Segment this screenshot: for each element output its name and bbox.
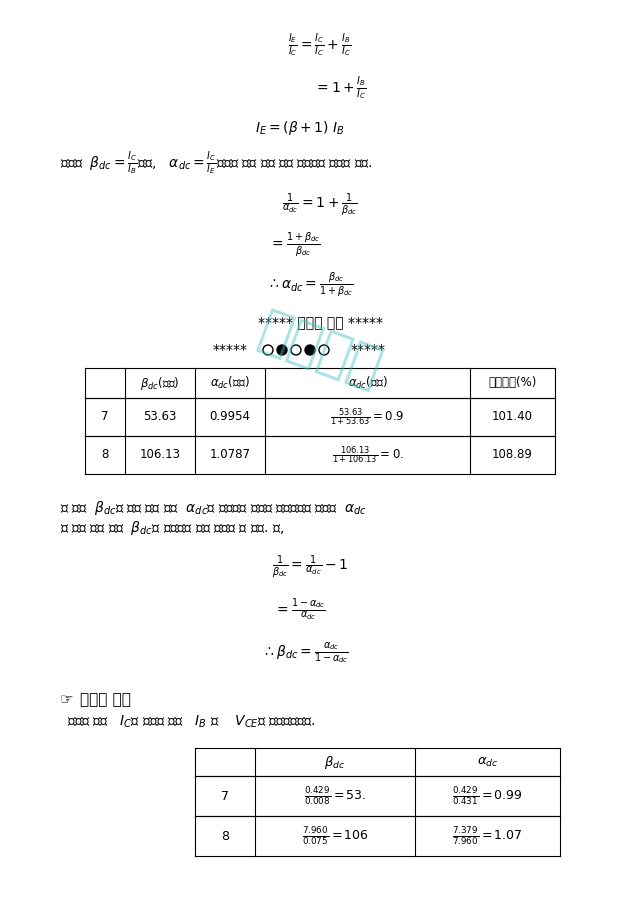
Text: 101.40: 101.40 <box>492 411 533 424</box>
Text: $\frac{7.960}{0.075} = 106$: $\frac{7.960}{0.075} = 106$ <box>301 825 369 847</box>
Text: 콜렉터 전류   $I_C$와 베이스 전류   $I_B$ 및    $V_{CE}$의 관계곡선이다.: 콜렉터 전류 $I_C$와 베이스 전류 $I_B$ 및 $V_{CE}$의 관… <box>67 714 316 730</box>
Text: 7: 7 <box>221 789 229 803</box>
Text: $= 1 + \frac{I_B}{I_C}$: $= 1 + \frac{I_B}{I_C}$ <box>314 74 366 102</box>
Text: ☞: ☞ <box>60 692 74 708</box>
Text: $= \frac{1 + \beta_{dc}}{\beta_{dc}}$: $= \frac{1 + \beta_{dc}}{\beta_{dc}}$ <box>269 231 321 259</box>
Text: 53.63: 53.63 <box>143 411 177 424</box>
Text: $\beta_{dc}$: $\beta_{dc}$ <box>324 754 346 770</box>
Text: $\frac{0.429}{0.008} = 53.$: $\frac{0.429}{0.008} = 53.$ <box>304 785 366 807</box>
Text: 미리보기: 미리보기 <box>252 304 388 396</box>
Text: *****: ***** <box>212 343 248 357</box>
Text: 7: 7 <box>101 411 109 424</box>
Text: $\frac{1}{\beta_{dc}} = \frac{1}{\alpha_{dc}} - 1$: $\frac{1}{\beta_{dc}} = \frac{1}{\alpha_… <box>272 554 348 580</box>
Text: $= \frac{1 - \alpha_{dc}}{\alpha_{dc}}$: $= \frac{1 - \alpha_{dc}}{\alpha_{dc}}$ <box>274 597 326 624</box>
Text: $\alpha_{dc}$: $\alpha_{dc}$ <box>477 756 499 768</box>
Circle shape <box>305 345 315 355</box>
Text: $\frac{1}{\alpha_{dc}} = 1 + \frac{1}{\beta_{dc}}$: $\frac{1}{\alpha_{dc}} = 1 + \frac{1}{\b… <box>282 192 358 218</box>
Text: $\beta_{dc}$(실험): $\beta_{dc}$(실험) <box>140 375 180 392</box>
Text: 여기서  $\beta_{dc} = \frac{I_C}{I_B}$이고,   $\alpha_{dc} = \frac{I_C}{I_E}$이므로 위의 식: 여기서 $\beta_{dc} = \frac{I_C}{I_B}$이고, $\… <box>60 149 372 176</box>
Text: $\frac{53.63}{1 + 53.63} = 0.9$: $\frac{53.63}{1 + 53.63} = 0.9$ <box>330 406 405 428</box>
Text: $\alpha_{dc}$(실험): $\alpha_{dc}$(실험) <box>210 375 250 391</box>
Text: ***** 실험값 대입 *****: ***** 실험값 대입 ***** <box>257 315 383 329</box>
Circle shape <box>319 345 329 355</box>
Text: $I_E = (\beta+1) \ I_B$: $I_E = (\beta+1) \ I_B$ <box>255 119 345 137</box>
Text: $\frac{I_E}{I_C} = \frac{I_C}{I_C} + \frac{I_B}{I_C}$: $\frac{I_E}{I_C} = \frac{I_C}{I_C} + \fr… <box>289 31 351 59</box>
Circle shape <box>277 345 287 355</box>
Text: 0.9954: 0.9954 <box>209 411 250 424</box>
Text: 106.13: 106.13 <box>140 449 180 462</box>
Text: 를 알고 있는 경우  $\beta_{dc}$를 계산하는 식을 유도할 수 있다. 즉,: 를 알고 있는 경우 $\beta_{dc}$를 계산하는 식을 유도할 수 있… <box>60 519 285 537</box>
Text: 상대오차(%): 상대오차(%) <box>488 376 537 389</box>
Text: 이 식은  $\beta_{dc}$를 알고 있는 경우  $\alpha_{dc}$를 계산하는 간단히 수식정리에 의하여  $\alpha_{dc}$: 이 식은 $\beta_{dc}$를 알고 있는 경우 $\alpha_{dc}… <box>60 499 367 517</box>
Text: 108.89: 108.89 <box>492 449 533 462</box>
Circle shape <box>291 345 301 355</box>
Text: $\alpha_{dc}$(공식): $\alpha_{dc}$(공식) <box>348 375 387 391</box>
Text: 콜렉터 곡선: 콜렉터 곡선 <box>80 692 131 708</box>
Text: $\frac{0.429}{0.431} = 0.99$: $\frac{0.429}{0.431} = 0.99$ <box>452 785 523 807</box>
Text: 1.0787: 1.0787 <box>209 449 250 462</box>
Text: *****: ***** <box>351 343 385 357</box>
Text: $\therefore \alpha_{dc} = \frac{\beta_{dc}}{1 + \beta_{dc}}$: $\therefore \alpha_{dc} = \frac{\beta_{d… <box>266 271 353 300</box>
Text: $\frac{7.379}{7.960} = 1.07$: $\frac{7.379}{7.960} = 1.07$ <box>452 825 523 847</box>
Circle shape <box>263 345 273 355</box>
Text: $\frac{106.13}{1 + 106.13} = 0.$: $\frac{106.13}{1 + 106.13} = 0.$ <box>332 444 403 466</box>
Text: $\therefore \beta_{dc} = \frac{\alpha_{dc}}{1 - \alpha_{dc}}$: $\therefore \beta_{dc} = \frac{\alpha_{d… <box>262 641 348 665</box>
Text: 8: 8 <box>101 449 109 462</box>
Text: 8: 8 <box>221 830 229 843</box>
